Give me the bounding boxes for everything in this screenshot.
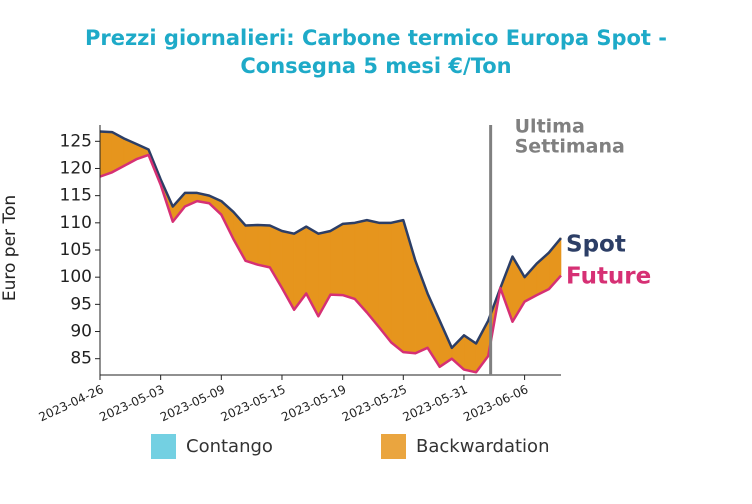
y-axis-label: Euro per Ton (0, 195, 20, 301)
spread-fill (366, 219, 380, 329)
series-end-label: Future (566, 264, 651, 290)
y-tick-label: 120 (60, 158, 92, 178)
spread-fill (99, 131, 113, 178)
y-tick-label: 115 (60, 186, 92, 206)
legend-label: Backwardation (416, 436, 549, 457)
legend-swatch (151, 434, 176, 459)
spread-fill (378, 222, 392, 344)
series-line (99, 130, 562, 350)
chart-title: Prezzi giornalieri: Carbone termico Euro… (85, 26, 667, 50)
y-tick-label: 105 (60, 240, 92, 260)
x-tick-label: 2023-05-09 (158, 382, 227, 424)
x-tick-label: 2023-05-03 (97, 382, 166, 424)
spread-fill (245, 224, 259, 266)
x-tick-label: 2023-05-15 (219, 382, 288, 424)
spread-fill (342, 222, 356, 300)
spread-fill (257, 224, 271, 268)
x-tick-label: 2023-04-26 (37, 382, 106, 424)
series-end-label: Spot (566, 232, 626, 258)
y-tick-label: 110 (60, 213, 92, 233)
x-tick-label: 2023-05-19 (279, 382, 348, 424)
spread-fill (330, 223, 343, 296)
legend-swatch (381, 434, 406, 459)
spread-fill (390, 219, 404, 353)
spread-fill (500, 256, 513, 322)
series-line (99, 153, 562, 374)
chart-title: Consegna 5 mesi €/Ton (240, 54, 511, 78)
y-tick-label: 100 (60, 267, 92, 287)
x-tick-label: 2023-05-25 (340, 382, 409, 424)
annotation-text: Settimana (515, 136, 625, 158)
y-tick-label: 95 (70, 294, 92, 314)
x-tick-label: 2023-06-06 (461, 382, 530, 424)
x-tick-label: 2023-05-31 (401, 382, 470, 424)
y-tick-label: 90 (70, 322, 92, 342)
spread-fill (354, 219, 368, 314)
y-tick-label: 125 (60, 131, 92, 151)
legend-label: Contango (186, 436, 273, 457)
y-tick-label: 85 (70, 349, 92, 369)
annotation-text: Ultima (515, 116, 585, 138)
